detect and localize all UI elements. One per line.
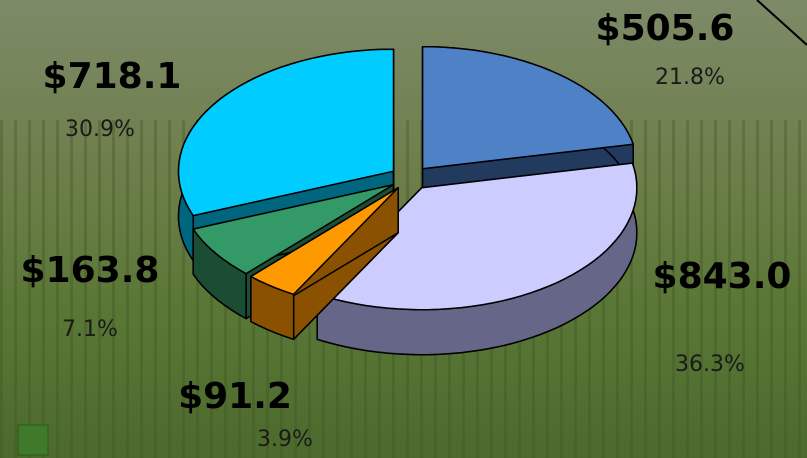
value-label: $843.0 (653, 256, 792, 297)
pie (177, 45, 638, 356)
value-label: $163.8 (21, 250, 160, 291)
percent-label: 30.9% (65, 117, 135, 142)
slice (250, 186, 399, 341)
icon (17, 424, 49, 456)
slice-top (250, 186, 399, 296)
value-label: $718.1 (43, 56, 182, 97)
value-label: $91.2 (178, 376, 292, 417)
percent-label: 3.9% (257, 427, 313, 452)
labels: $505.6 21.8% $843.0 36.3% $91.2 3.9% $163.8 7.1… (21, 8, 792, 452)
percent-label: 36.3% (675, 352, 745, 377)
slice-top (192, 183, 395, 275)
percent-label: 7.1% (62, 317, 118, 342)
value-label: $505.6 (596, 8, 735, 49)
corner-line (756, 0, 807, 46)
slice-top (316, 162, 638, 311)
slice (316, 162, 638, 356)
slice-top (421, 45, 634, 170)
percent-label: 21.8% (655, 65, 725, 90)
slice-top (177, 48, 395, 217)
